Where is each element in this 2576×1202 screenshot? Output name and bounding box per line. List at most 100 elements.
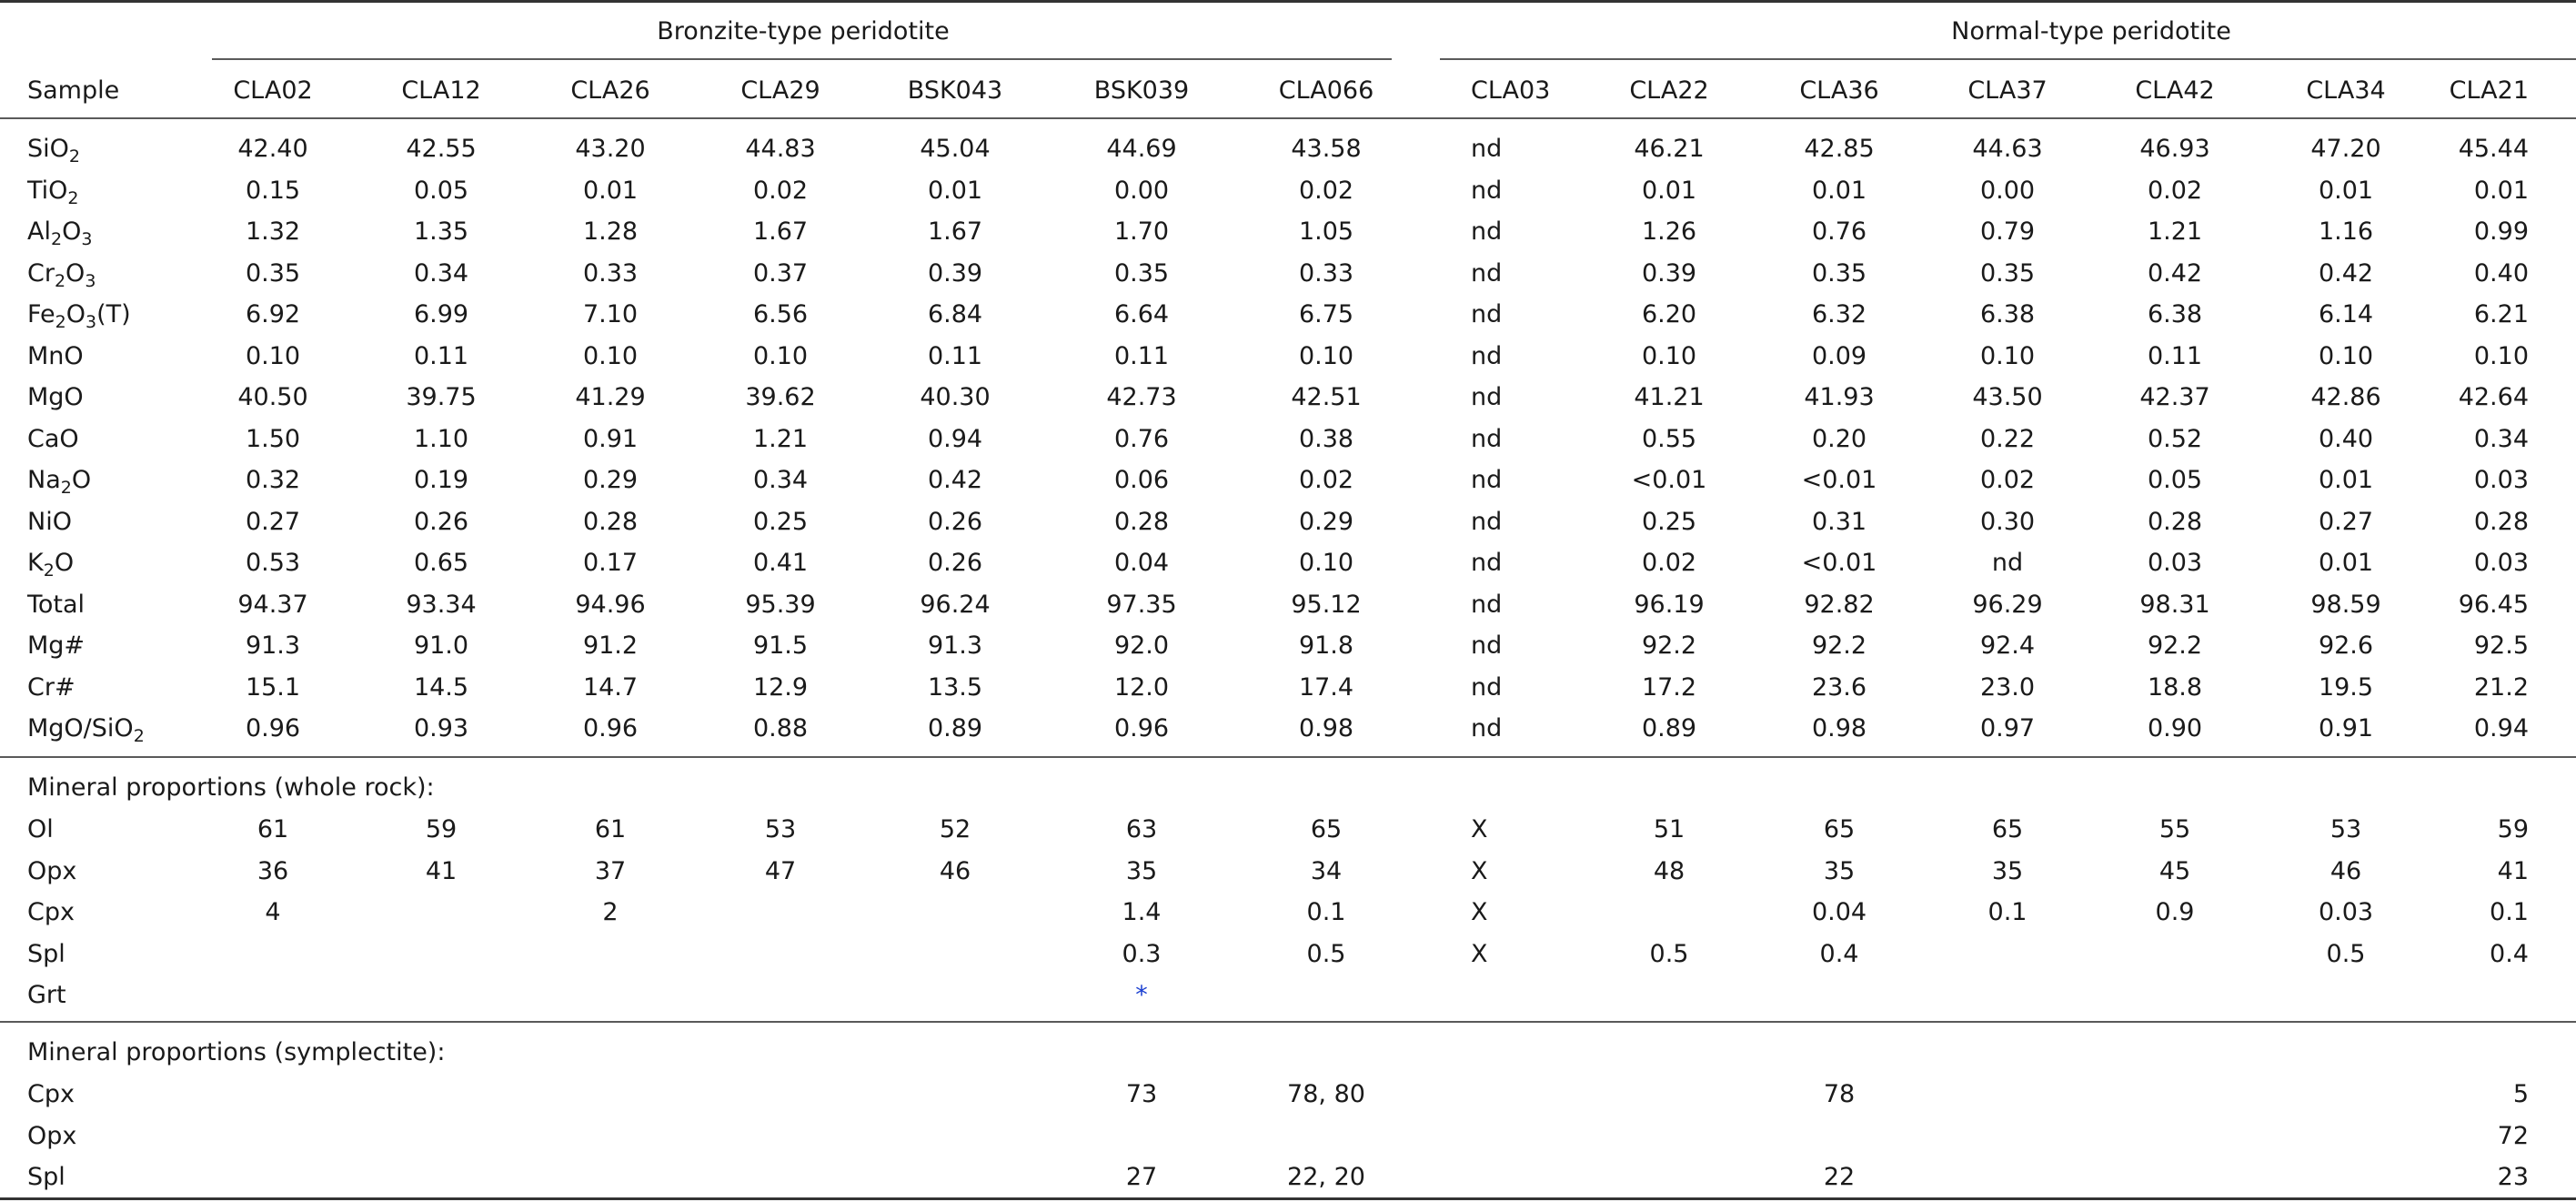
table-cell: 46.21 <box>1634 135 1705 163</box>
table-cell: 0.02 <box>2147 177 2203 205</box>
header-rule <box>0 117 2576 119</box>
table-cell: 17.4 <box>1298 673 1354 702</box>
table-cell: 1.50 <box>245 425 301 453</box>
table-cell: 1.21 <box>752 425 809 453</box>
table-cell: 18.8 <box>2147 673 2203 702</box>
table-cell: 73 <box>1125 1080 1158 1108</box>
table-cell: 96.29 <box>1972 591 2043 619</box>
table-cell: 0.29 <box>1298 508 1354 536</box>
table-cell: 27 <box>1125 1163 1158 1191</box>
table-cell: 97.35 <box>1106 591 1177 619</box>
sample-header: BSK043 <box>907 76 1003 105</box>
label-subscript: 3 <box>85 271 96 291</box>
table-cell: 0.1 <box>1987 898 2028 926</box>
label-text: Al <box>27 217 51 246</box>
table-cell: 0.89 <box>1641 714 1697 742</box>
table-cell: 0.03 <box>2318 898 2374 926</box>
label-text: Total <box>27 591 86 619</box>
table-cell: 0.10 <box>582 342 639 370</box>
table-cell: 0.17 <box>582 549 639 577</box>
table-cell: 0.01 <box>2473 177 2529 205</box>
table-cell: 44.83 <box>745 135 816 163</box>
table-cell: 7.10 <box>582 300 639 328</box>
table-cell: 0.10 <box>1298 342 1354 370</box>
table-cell: nd <box>1471 259 1503 288</box>
table-cell: 0.10 <box>1298 549 1354 577</box>
table-cell: 42.85 <box>1804 135 1875 163</box>
table-cell: 92.82 <box>1804 591 1875 619</box>
table-cell: 0.01 <box>1811 177 1867 205</box>
sample-header: CLA21 <box>2449 76 2529 105</box>
label-text: O <box>65 259 86 288</box>
table-cell: 1.26 <box>1641 217 1697 246</box>
table-cell: 35 <box>1125 857 1158 885</box>
table-cell: nd <box>1471 217 1503 246</box>
row-label: NiO <box>27 507 72 538</box>
table-cell: 15.1 <box>245 673 301 702</box>
group-rule-normal <box>1440 58 2576 60</box>
label-subscript: 2 <box>68 146 80 167</box>
table-cell: 0.28 <box>2147 508 2203 536</box>
table-cell: 0.42 <box>2318 259 2374 288</box>
table-cell: 44.63 <box>1972 135 2043 163</box>
table-cell: 1.32 <box>245 217 301 246</box>
table-cell: 6.32 <box>1811 300 1867 328</box>
table-cell: 21.2 <box>2473 673 2529 702</box>
table-cell: 6.99 <box>413 300 469 328</box>
sample-header: CLA22 <box>1629 76 1709 105</box>
label-subscript: 2 <box>54 271 66 291</box>
table-cell: 23.0 <box>1979 673 2036 702</box>
table-cell: 42.40 <box>237 135 308 163</box>
table-cell: 0.01 <box>2318 549 2374 577</box>
row-label: Cr# <box>27 672 75 703</box>
table-cell: 0.33 <box>582 259 639 288</box>
label-text: SiO <box>27 135 69 163</box>
row-label: Spl <box>27 939 65 970</box>
table-cell: 93.34 <box>406 591 477 619</box>
label-text: K <box>27 549 44 577</box>
table-cell: 0.94 <box>2473 714 2529 742</box>
row-label: Ol <box>27 814 54 845</box>
section-title-symplectite: Mineral proportions (symplectite): <box>27 1038 446 1066</box>
table-cell: 0.76 <box>1811 217 1867 246</box>
table-cell: 41.29 <box>575 383 646 411</box>
label-text: Mg# <box>27 631 86 660</box>
table-cell: 0.93 <box>413 714 469 742</box>
table-cell: 65 <box>1991 815 2024 843</box>
table-cell: 0.79 <box>1979 217 2036 246</box>
table-cell: 0.26 <box>413 508 469 536</box>
table-cell: 0.11 <box>1113 342 1170 370</box>
sample-header: CLA42 <box>2135 76 2215 105</box>
table-cell: 35 <box>1823 857 1856 885</box>
table-cell: 59 <box>2497 815 2529 843</box>
table-cell: 95.39 <box>745 591 816 619</box>
table-cell: nd <box>1471 549 1503 577</box>
sample-header: CLA02 <box>233 76 313 105</box>
table-cell: 39.62 <box>745 383 816 411</box>
table-cell: 0.5 <box>1649 940 1689 968</box>
table-cell: 91.5 <box>752 631 809 660</box>
table-cell: X <box>1471 940 1488 968</box>
section-rule-symplectite <box>0 1021 2576 1023</box>
table-cell: 0.39 <box>927 259 983 288</box>
table-cell: 65 <box>1823 815 1856 843</box>
table-cell: 0.96 <box>582 714 639 742</box>
table-cell: 46.93 <box>2139 135 2210 163</box>
table-cell: 0.19 <box>413 466 469 494</box>
table-cell: 0.98 <box>1298 714 1354 742</box>
table-cell: 1.67 <box>752 217 809 246</box>
table-cell: 39.75 <box>406 383 477 411</box>
table-cell: 0.30 <box>1979 508 2036 536</box>
table-cell: 94.37 <box>237 591 308 619</box>
table-cell: 0.4 <box>1819 940 1859 968</box>
table-cell: 0.34 <box>752 466 809 494</box>
table-cell: 98.59 <box>2310 591 2381 619</box>
table-cell: 17.2 <box>1641 673 1697 702</box>
table-cell: nd <box>1471 673 1503 702</box>
label-text: Na <box>27 466 61 494</box>
row-label: Cr2O3 <box>27 258 96 291</box>
table-cell: 12.0 <box>1113 673 1170 702</box>
table-cell: 0.39 <box>1641 259 1697 288</box>
table-cell: <0.01 <box>1801 549 1877 577</box>
